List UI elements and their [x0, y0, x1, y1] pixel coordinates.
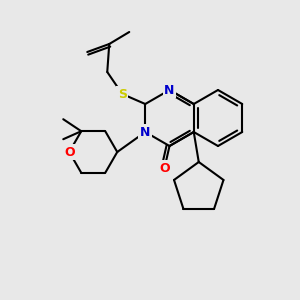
Text: S: S	[118, 88, 127, 100]
Text: O: O	[64, 146, 75, 158]
Text: N: N	[140, 125, 150, 139]
Text: O: O	[159, 161, 170, 175]
Text: N: N	[164, 83, 175, 97]
